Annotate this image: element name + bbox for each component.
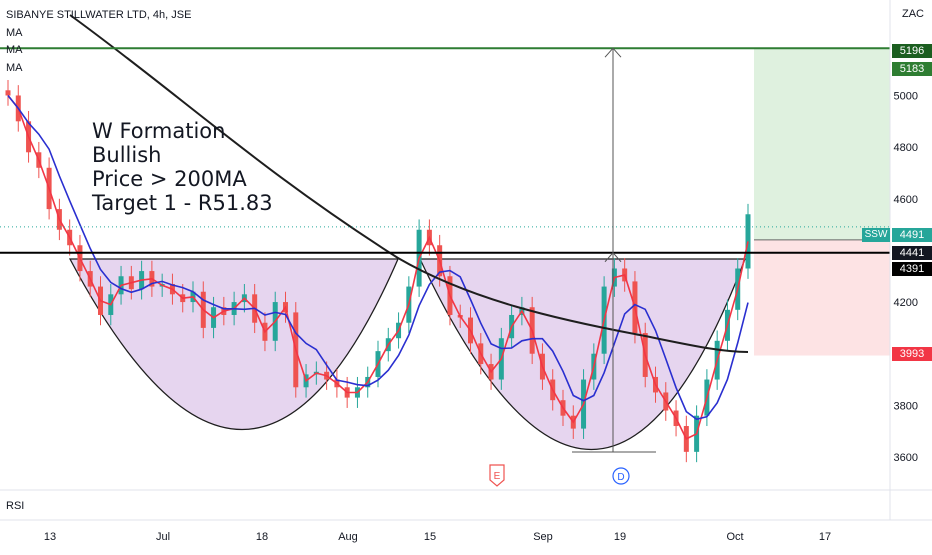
x-tick-label: 19	[614, 531, 626, 543]
candle-body	[5, 90, 11, 96]
earnings-marker	[489, 464, 505, 487]
indicator-ma-1[interactable]: MA	[6, 27, 23, 39]
symbol-tag: SSW	[862, 228, 890, 242]
arrow-head-top	[604, 47, 622, 58]
ma-mid-line	[7, 95, 749, 421]
ma-fast-line	[7, 95, 749, 440]
dividend-marker	[612, 467, 630, 485]
x-tick-label: Sep	[533, 531, 553, 543]
annotation-line-4: Target 1 - R51.83	[92, 191, 273, 215]
price-tag-target: 5183	[892, 62, 932, 76]
price-tag-target-high: 5196	[892, 44, 932, 58]
ma-slow-line	[69, 14, 749, 353]
symbol-title: SIBANYE STILLWATER LTD, 4h, JSE	[6, 9, 192, 21]
x-tick-label: Jul	[156, 531, 170, 543]
cup-left	[68, 258, 399, 430]
x-tick-label: 15	[424, 531, 436, 543]
y-tick-label: 4200	[894, 297, 918, 309]
x-tick-label: 17	[819, 531, 831, 543]
x-tick-label: Oct	[726, 531, 743, 543]
annotation-line-3: Price > 200MA	[92, 167, 247, 191]
stop-zone	[754, 239, 890, 356]
y-tick-label: 4800	[894, 142, 918, 154]
x-tick-label: Aug	[338, 531, 358, 543]
y-tick-label: 3800	[894, 400, 918, 412]
arrow-head-mid	[604, 251, 622, 263]
price-tag-stop: 3993	[892, 347, 932, 361]
x-tick-label: 13	[44, 531, 56, 543]
price-tag-entry: 4441	[892, 246, 932, 260]
price-tag-last: 4491	[892, 228, 932, 242]
target-zone	[754, 48, 890, 240]
rsi-pane-label[interactable]: RSI	[6, 500, 25, 512]
earnings-marker-label: E	[494, 471, 501, 482]
y-tick-label: 5000	[894, 90, 918, 102]
y-tick-label: 3600	[894, 452, 918, 464]
currency-label: ZAC	[902, 8, 924, 20]
annotation-line-2: Bullish	[92, 143, 162, 167]
indicator-ma-3[interactable]: MA	[6, 62, 23, 74]
dividend-marker-label: D	[617, 472, 624, 483]
y-tick-label: 4600	[894, 194, 918, 206]
x-tick-label: 18	[256, 531, 268, 543]
annotation-line-1: W Formation	[92, 119, 226, 143]
candle-body	[745, 214, 751, 269]
indicator-ma-2[interactable]: MA	[6, 44, 23, 56]
price-tag-resistance: 4391	[892, 262, 932, 276]
